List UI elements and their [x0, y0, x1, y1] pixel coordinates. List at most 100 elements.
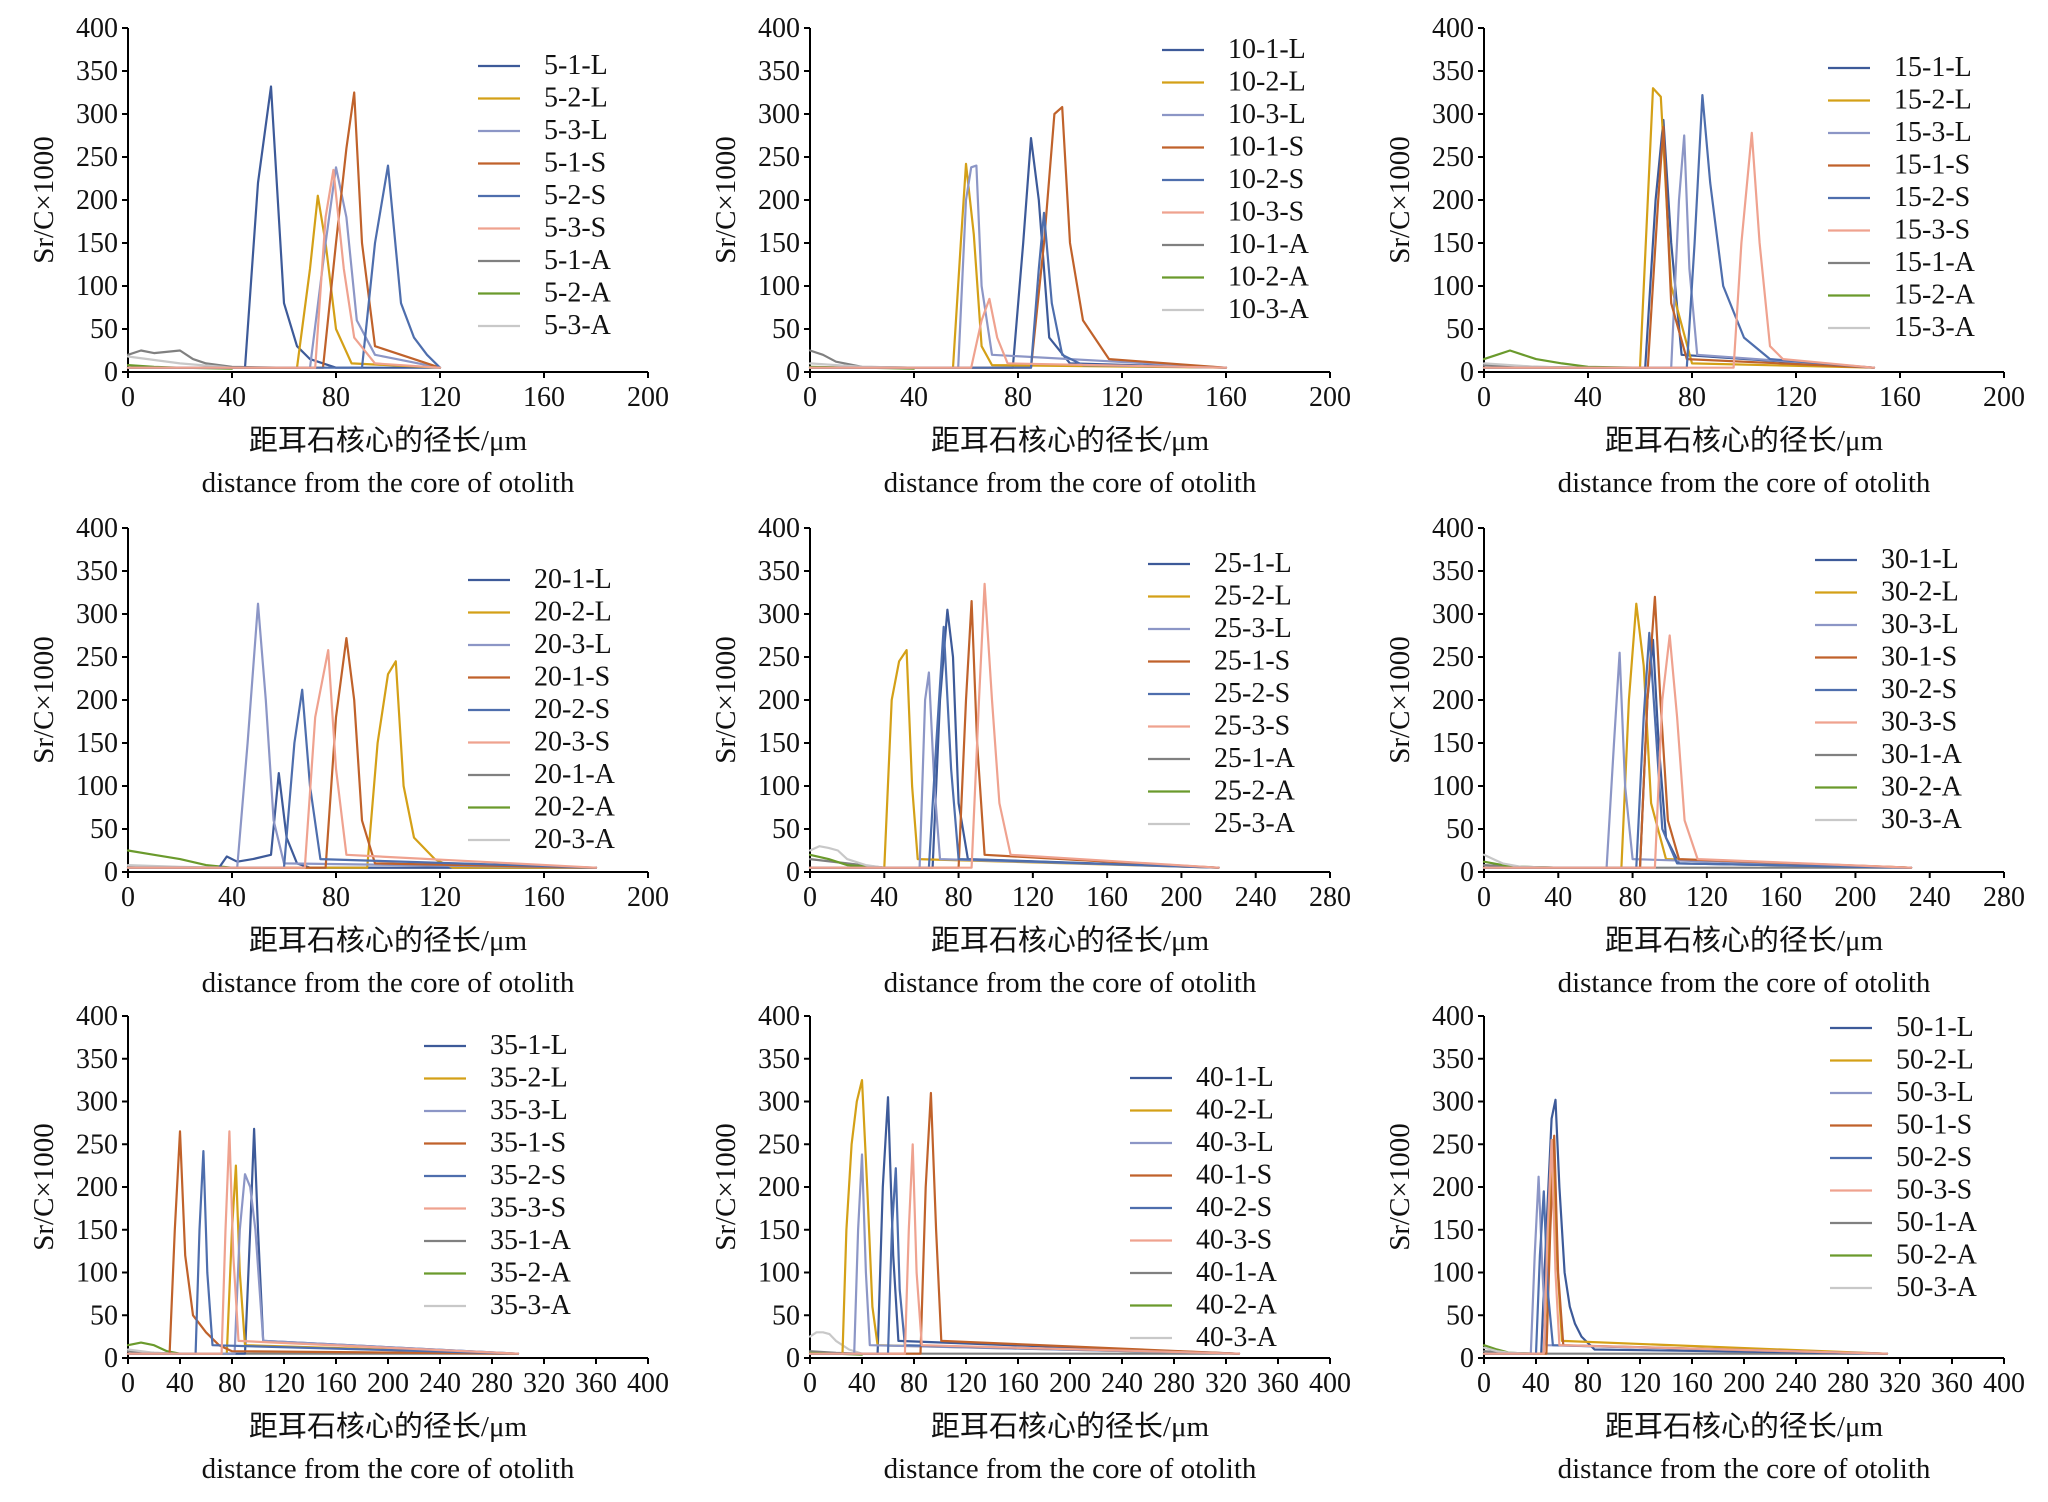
x-tick-label: 200: [1160, 882, 1202, 913]
x-tick-label: 80: [1574, 1368, 1602, 1399]
legend-entry-label: 15-1-L: [1894, 52, 1972, 83]
legend-entry-label: 40-2-A: [1196, 1290, 1278, 1321]
legend-entry-label: 20-3-A: [534, 824, 616, 855]
x-tick-label: 120: [1686, 882, 1728, 913]
y-tick-label: 50: [90, 314, 118, 345]
x-tick-label: 200: [1834, 882, 1876, 913]
legend-entry-label: 10-2-L: [1228, 67, 1306, 98]
x-tick-label: 160: [1205, 382, 1247, 413]
y-axis-label: Sr/C×1000: [28, 636, 60, 764]
series-line-25-1-S: [808, 599, 1220, 869]
legend-entry-label: 15-2-L: [1894, 85, 1972, 116]
y-axis-label: Sr/C×1000: [710, 136, 742, 264]
chart-panel-9: 0 50 100 150 200 250 300 350 400 0 40 80 120 160 200 24…: [1384, 1001, 2025, 1485]
legend-entry-label: 35-2-S: [490, 1160, 566, 1191]
y-tick-label: 100: [76, 771, 118, 802]
x-tick-label: 80: [945, 882, 973, 913]
x-tick-label: 400: [1309, 1368, 1351, 1399]
y-tick-label: 100: [1432, 771, 1474, 802]
y-tick-label: 0: [104, 1343, 118, 1374]
y-tick-label: 150: [76, 728, 118, 759]
legend: 40-1-L40-2-L40-3-L40-1-S40-2-S40-3-S40-1…: [1130, 1062, 1278, 1353]
legend-entry-label: 50-3-L: [1896, 1077, 1974, 1108]
legend-entry-label: 50-1-L: [1896, 1012, 1974, 1043]
x-tick-label: 200: [1049, 1368, 1091, 1399]
series-line-25-2-A: [808, 853, 886, 869]
legend-entry-label: 20-3-L: [534, 629, 612, 660]
y-tick-label: 400: [76, 1001, 118, 1032]
x-tick-label: 160: [1671, 1368, 1713, 1399]
x-tick-label: 240: [1909, 882, 1951, 913]
y-tick-label: 200: [1432, 685, 1474, 716]
legend-entry-label: 15-3-A: [1894, 312, 1976, 343]
series-line-25-3-S: [808, 582, 1220, 869]
y-tick-label: 150: [758, 728, 800, 759]
y-tick-label: 200: [1432, 1172, 1474, 1203]
series-line-15-2-S: [1482, 93, 1876, 369]
y-tick-label: 50: [90, 814, 118, 845]
series-line-30-1-S: [1482, 595, 1913, 869]
legend-entry-label: 30-2-L: [1881, 577, 1959, 608]
x-axis-label: 距耳石核心的径长/μm: [931, 1410, 1210, 1443]
y-tick-label: 0: [786, 357, 800, 388]
legend-entry-label: 40-3-S: [1196, 1225, 1272, 1256]
y-tick-label: 400: [1432, 513, 1474, 544]
x-axis-label-english: distance from the core of otolith: [202, 967, 575, 999]
y-tick-label: 300: [758, 99, 800, 130]
y-tick-label: 400: [76, 13, 118, 44]
series-line-25-3-L: [808, 671, 1220, 869]
chart-panel-1: 0 50 100 150 200 250 300 350 400 0 40 80 120 160 200 Sr…: [28, 13, 669, 499]
x-tick-label: 240: [1235, 882, 1277, 913]
y-tick-label: 300: [76, 99, 118, 130]
series-line-40-3-S: [808, 1143, 1241, 1355]
legend: 10-1-L10-2-L10-3-L10-1-S10-2-S10-3-S10-1…: [1162, 34, 1310, 325]
x-tick-label: 160: [1879, 382, 1921, 413]
y-tick-label: 0: [1460, 857, 1474, 888]
y-tick-label: 350: [1432, 556, 1474, 587]
x-tick-label: 280: [471, 1368, 513, 1399]
legend-entry-label: 15-2-S: [1894, 182, 1970, 213]
legend: 35-1-L35-2-L35-3-L35-1-S35-2-S35-3-S35-1…: [424, 1030, 572, 1321]
legend-entry-label: 10-3-S: [1228, 197, 1304, 228]
series-line-35-2-S: [126, 1149, 520, 1355]
series-line-5-3-S: [126, 168, 442, 369]
y-tick-label: 150: [758, 1215, 800, 1246]
y-tick-label: 100: [758, 1258, 800, 1289]
y-tick-label: 250: [758, 642, 800, 673]
chart-panel-8: 0 50 100 150 200 250 300 350 400 0 40 80 120 160 200 24…: [710, 1001, 1351, 1485]
chart-panel-7: 0 50 100 150 200 250 300 350 400 0 40 80 120 160 200 24…: [28, 1001, 669, 1485]
x-tick-label: 200: [1983, 382, 2025, 413]
series-line-15-1-S: [1482, 125, 1876, 369]
y-tick-label: 50: [1446, 1300, 1474, 1331]
series-line-15-3-S: [1482, 131, 1876, 369]
x-tick-label: 0: [1477, 1368, 1491, 1399]
chart-panel-2: 0 50 100 150 200 250 300 350 400 0 40 80 120 160 200 Sr…: [710, 13, 1351, 499]
series-line-35-2-A: [126, 1341, 182, 1355]
x-tick-label: 40: [1544, 882, 1572, 913]
y-tick-label: 300: [1432, 99, 1474, 130]
legend-entry-label: 35-2-A: [490, 1258, 572, 1289]
y-tick-label: 350: [758, 1044, 800, 1075]
series-line-35-3-L: [126, 1173, 520, 1355]
y-tick-label: 300: [1432, 599, 1474, 630]
legend-entry-label: 5-3-A: [544, 310, 612, 341]
x-tick-label: 40: [218, 382, 246, 413]
y-tick-label: 300: [758, 1087, 800, 1118]
x-tick-label: 0: [121, 1368, 135, 1399]
legend-entry-label: 40-2-L: [1196, 1095, 1274, 1126]
series-line-25-2-S: [808, 625, 1220, 869]
y-tick-label: 350: [758, 556, 800, 587]
x-tick-label: 0: [803, 882, 817, 913]
legend-entry-label: 25-3-A: [1214, 808, 1296, 839]
y-tick-label: 50: [772, 814, 800, 845]
series-line-10-1-S: [808, 105, 1228, 369]
y-tick-label: 250: [1432, 142, 1474, 173]
x-tick-label: 240: [419, 1368, 461, 1399]
y-tick-label: 100: [758, 271, 800, 302]
x-tick-label: 0: [121, 882, 135, 913]
y-axis-label: Sr/C×1000: [28, 1123, 60, 1251]
series-line-15-2-A: [1482, 349, 1642, 369]
chart-panel-3: 0 50 100 150 200 250 300 350 400 0 40 80 120 160 200 Sr…: [1384, 13, 2025, 499]
legend-entry-label: 35-1-L: [490, 1030, 568, 1061]
series-line-5-1-A: [126, 349, 286, 369]
